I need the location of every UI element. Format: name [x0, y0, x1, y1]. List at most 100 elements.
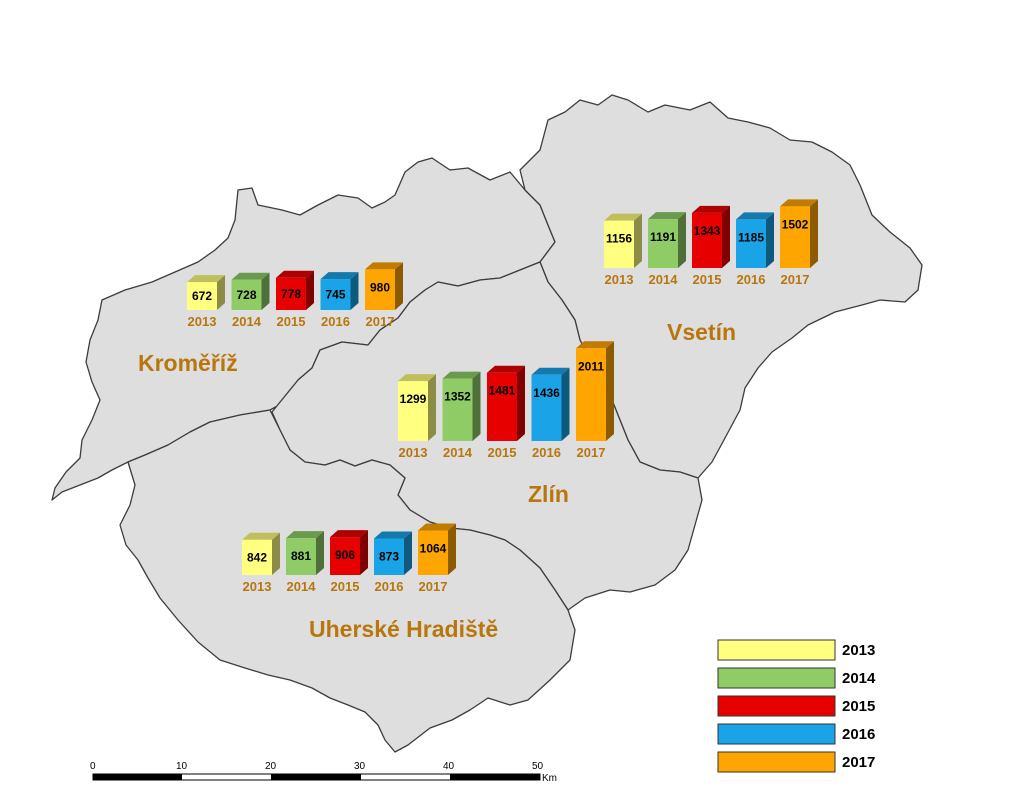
bar-year-label-2017: 2017 [781, 272, 810, 287]
bar-year-label-2016: 2016 [321, 314, 350, 329]
bar-value-label-2014: 881 [291, 549, 311, 563]
region-label-kromeriz: Kroměříž [138, 350, 238, 376]
scale-bar: 0 10 20 30 40 50 Km [90, 761, 557, 784]
bar-year-label-2016: 2016 [375, 579, 404, 594]
bar-top-2014 [648, 212, 686, 220]
bar-year-label-2014: 2014 [649, 272, 679, 287]
bar-top-2013 [187, 275, 225, 283]
bar-side-2017 [395, 262, 403, 310]
bar-top-2016 [320, 272, 359, 280]
bar-2014 [231, 279, 262, 310]
bar-value-label-2013: 842 [247, 550, 267, 564]
scale-bar-segment [93, 774, 182, 780]
bar-2013 [242, 539, 272, 575]
bar-side-2015 [517, 365, 525, 441]
bar-year-label-2015: 2015 [331, 579, 360, 594]
bar-top-2014 [286, 531, 324, 539]
bar-value-label-2015: 1481 [489, 384, 516, 398]
bar-side-2017 [810, 199, 818, 268]
chart-zlin: 1299 2013 1352 2014 1481 2015 1436 2016 2011 2017 [398, 341, 614, 460]
chart-uherske-hradiste: 842 2013 881 2014 906 2015 873 2016 1064 2017 [242, 523, 456, 594]
scale-tick-50: 50 [532, 761, 544, 772]
scale-bar-segment [450, 774, 540, 780]
bar-2016 [531, 374, 562, 441]
legend-swatch-2013 [717, 639, 836, 661]
bar-side-2014 [316, 531, 324, 575]
legend-label-2013: 2013 [842, 642, 875, 659]
legend: 2013 2014 2015 2016 2017 [717, 639, 876, 773]
legend-swatch-2017 [717, 751, 836, 773]
chart-kromeriz: 672 2013 728 2014 778 2015 745 2016 980 2017 [187, 262, 403, 329]
bar-year-label-2013: 2013 [188, 314, 217, 329]
bar-top-2017 [365, 262, 403, 270]
bar-top-2017 [780, 199, 818, 207]
bar-value-label-2014: 728 [236, 288, 256, 302]
bar-year-label-2015: 2015 [488, 445, 517, 460]
bar-side-2017 [606, 341, 614, 441]
bar-year-label-2013: 2013 [605, 272, 634, 287]
bar-value-label-2016: 873 [379, 550, 399, 564]
bar-top-2016 [736, 212, 774, 220]
bar-side-2014 [261, 272, 270, 310]
scale-tick-10: 10 [176, 761, 188, 772]
scale-unit: Km [542, 773, 557, 784]
bar-top-2017 [418, 523, 456, 531]
region-uherske-hradiste-shape [119, 409, 576, 753]
bar-2015 [276, 277, 306, 310]
bar-side-2015 [306, 270, 314, 310]
bar-top-2014 [231, 272, 270, 280]
bar-value-label-2013: 1156 [606, 232, 632, 246]
scale-bar-segment [271, 774, 361, 780]
bar-top-2017 [576, 341, 614, 349]
bar-2015 [487, 372, 517, 441]
legend-label-2015: 2015 [842, 698, 875, 715]
bar-top-2015 [692, 205, 730, 213]
bar-year-label-2014: 2014 [232, 314, 262, 329]
bar-2016 [374, 538, 404, 575]
chart-vsetin: 1156 2013 1191 2014 1343 2015 1185 2016 1502 2017 [604, 199, 818, 287]
bar-2016 [320, 279, 351, 310]
bar-year-label-2016: 2016 [532, 445, 561, 460]
bar-year-label-2014: 2014 [443, 445, 473, 460]
bar-year-label-2014: 2014 [287, 579, 317, 594]
region-label-uherske-hradiste: Uherské Hradiště [309, 616, 498, 642]
bar-year-label-2015: 2015 [693, 272, 722, 287]
bar-value-label-2016: 1436 [533, 386, 560, 400]
bar-2017 [576, 348, 606, 441]
bar-2013 [398, 381, 428, 441]
bar-value-label-2013: 1299 [400, 392, 427, 406]
bar-side-2016 [404, 531, 412, 575]
bar-side-2016 [766, 212, 774, 268]
bar-top-2013 [398, 374, 436, 382]
bar-year-label-2013: 2013 [399, 445, 428, 460]
bar-value-label-2016: 745 [325, 288, 345, 302]
legend-label-2016: 2016 [842, 726, 875, 743]
bar-side-2016 [561, 367, 570, 441]
bar-year-label-2016: 2016 [737, 272, 766, 287]
bar-value-label-2017: 1064 [420, 542, 447, 556]
bar-2014 [648, 219, 678, 268]
bar-top-2016 [374, 531, 412, 539]
bar-side-2014 [678, 212, 686, 268]
bar-year-label-2017: 2017 [419, 579, 448, 594]
bar-value-label-2015: 906 [335, 548, 355, 562]
bar-2014 [442, 378, 473, 441]
bar-side-2015 [360, 530, 368, 575]
bar-side-2014 [472, 371, 481, 441]
bar-top-2014 [442, 371, 481, 379]
bar-2017 [780, 206, 810, 268]
bar-top-2013 [604, 213, 642, 221]
scale-tick-0: 0 [90, 761, 96, 772]
region-label-zlin: Zlín [528, 481, 569, 507]
bar-side-2013 [272, 532, 280, 575]
legend-label-2017: 2017 [842, 754, 875, 771]
bar-top-2016 [531, 367, 570, 375]
bar-value-label-2014: 1191 [650, 230, 676, 244]
bar-side-2013 [428, 374, 436, 441]
bar-2017 [418, 530, 448, 575]
bar-value-label-2016: 1185 [738, 230, 764, 244]
bar-value-label-2015: 778 [281, 287, 301, 301]
bar-side-2013 [217, 275, 225, 310]
bar-2015 [692, 212, 722, 268]
bar-top-2015 [487, 365, 525, 373]
